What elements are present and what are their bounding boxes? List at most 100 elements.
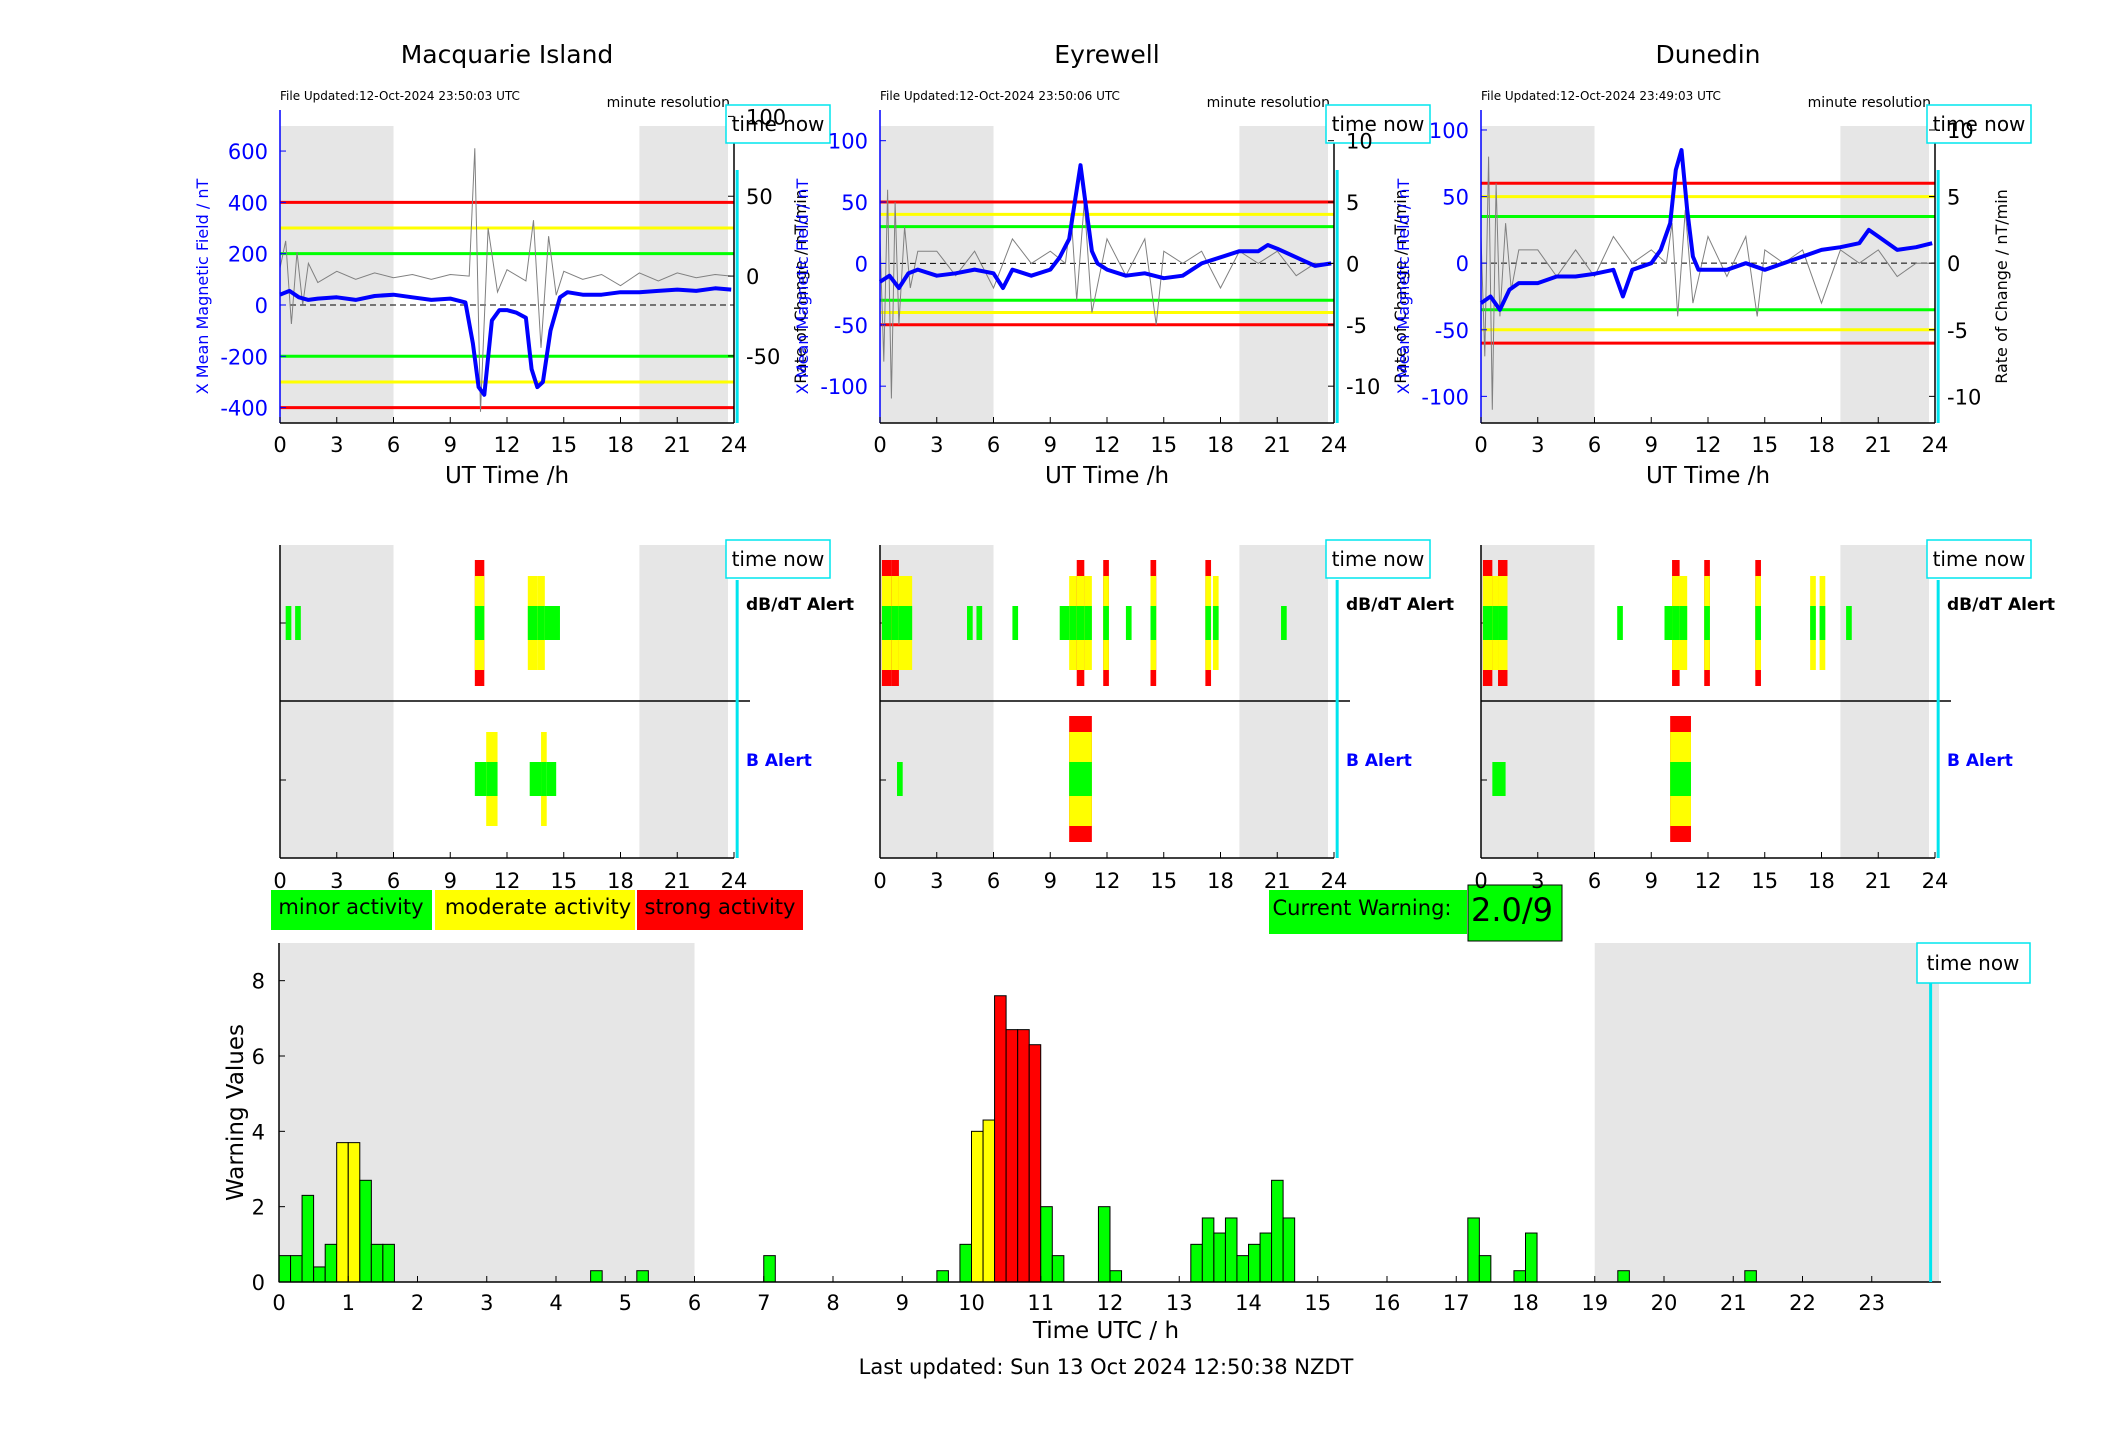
x-tick-label: 3 bbox=[330, 869, 343, 893]
warning-bar bbox=[1478, 1255, 1492, 1283]
dbdt-alert-block-minor bbox=[527, 606, 538, 640]
x-field-trace bbox=[279, 286, 732, 397]
dbdt-alert-block-minor bbox=[1069, 606, 1077, 640]
right-tick-label: 5 bbox=[1947, 186, 1960, 210]
dbdt-alert-block-minor bbox=[1084, 606, 1092, 640]
b-alert-label: B Alert bbox=[746, 751, 812, 771]
warning-bar bbox=[1040, 1206, 1053, 1283]
b-alert-label: B Alert bbox=[1947, 751, 2013, 771]
dbdt-alert-block-minor bbox=[1281, 606, 1287, 640]
minute-resolution-text: minute resolution bbox=[1808, 95, 1931, 111]
warning-bar bbox=[959, 1243, 972, 1283]
x-axis-label: UT Time /h bbox=[445, 463, 569, 489]
legend-minor-swatch bbox=[271, 890, 432, 930]
warning-bar bbox=[1744, 1270, 1757, 1283]
left-tick-label: 0 bbox=[1456, 252, 1469, 276]
legend-strong-swatch bbox=[637, 890, 803, 930]
time-now-label: time now bbox=[1927, 951, 2020, 975]
left-tick-label: 400 bbox=[228, 191, 268, 215]
night-shading bbox=[1239, 126, 1328, 423]
warning-y-tick-label: 6 bbox=[252, 1045, 265, 1069]
x-tick-label: 18 bbox=[1207, 869, 1234, 893]
x-field-trace bbox=[878, 163, 1332, 290]
left-tick-label: 100 bbox=[828, 130, 868, 154]
warning-x-tick-label: 6 bbox=[688, 1291, 701, 1315]
time-now-label: time now bbox=[1332, 112, 1425, 136]
warning-x-tick-label: 9 bbox=[896, 1291, 909, 1315]
warning-x-tick-label: 11 bbox=[1027, 1291, 1054, 1315]
warning-bar bbox=[347, 1142, 361, 1283]
left-tick-label: 0 bbox=[255, 294, 268, 318]
left-tick-label: 0 bbox=[855, 252, 868, 276]
left-tick-label: -400 bbox=[220, 397, 268, 421]
dbdt-alert-block-minor bbox=[881, 606, 892, 640]
warning-x-tick-label: 22 bbox=[1789, 1291, 1816, 1315]
y-axis-left-label: X Mean Magnetic Field / nT bbox=[1394, 179, 1413, 395]
dbdt-alert-block-minor bbox=[1212, 606, 1219, 640]
time-now-box bbox=[725, 539, 831, 579]
x-tick-label: 15 bbox=[550, 433, 577, 457]
warning-bar bbox=[382, 1243, 395, 1283]
time-now-label: time now bbox=[732, 547, 825, 571]
left-tick-label: 200 bbox=[228, 243, 268, 267]
warning-bar bbox=[763, 1255, 776, 1283]
warning-x-tick-label: 8 bbox=[826, 1291, 839, 1315]
b-alert-block-minor bbox=[541, 762, 547, 796]
dbdt-alert-block-minor bbox=[1205, 606, 1212, 640]
dbdt-alert-block-minor bbox=[1679, 606, 1688, 640]
dbdt-alert-block-minor bbox=[891, 606, 899, 640]
warning-bar bbox=[1467, 1217, 1480, 1283]
dbdt-alert-block-minor bbox=[1617, 606, 1623, 640]
x-tick-label: 6 bbox=[387, 433, 400, 457]
x-tick-label: 6 bbox=[987, 433, 1000, 457]
activity-legend bbox=[271, 884, 1563, 942]
warning-x-tick-label: 23 bbox=[1858, 1291, 1885, 1315]
left-tick-label: 50 bbox=[1442, 186, 1469, 210]
x-tick-label: 21 bbox=[664, 869, 691, 893]
current-warning-label: Current Warning: bbox=[1273, 896, 1452, 920]
file-updated-text: File Updated:12-Oct-2024 23:50:06 UTC bbox=[880, 89, 1120, 103]
warning-bar bbox=[1017, 1029, 1030, 1283]
dbdt-alert-block-minor bbox=[1819, 606, 1826, 640]
warning-x-tick-label: 12 bbox=[1097, 1291, 1124, 1315]
left-tick-label: -50 bbox=[1435, 319, 1469, 343]
b-alert-block-minor bbox=[529, 762, 542, 796]
time-now-box bbox=[1325, 104, 1431, 144]
station-panel-1: Macquarie Island File Updated:12-Oct-2024… bbox=[193, 40, 854, 893]
time-now-label: time now bbox=[1332, 547, 1425, 571]
left-tick-label: -100 bbox=[820, 375, 868, 399]
minute-resolution-text: minute resolution bbox=[1207, 95, 1330, 111]
time-now-box bbox=[1926, 104, 2032, 144]
x-tick-label: 15 bbox=[550, 869, 577, 893]
x-tick-label: 0 bbox=[273, 433, 286, 457]
x-tick-label: 0 bbox=[1474, 869, 1487, 893]
warning-bar bbox=[1097, 1206, 1111, 1283]
warning-bar bbox=[290, 1255, 303, 1283]
x-tick-label: 6 bbox=[1588, 869, 1601, 893]
legend-strong-label: strong activity bbox=[645, 895, 796, 919]
dbdt-alert-block-minor bbox=[1810, 606, 1816, 640]
x-tick-label: 9 bbox=[444, 433, 457, 457]
dbdt-alert-label: dB/dT Alert bbox=[1346, 595, 1454, 615]
warning-x-tick-label: 18 bbox=[1512, 1291, 1539, 1315]
warning-bar bbox=[1028, 1044, 1042, 1283]
station-panel-2: Eyrewell File Updated:12-Oct-2024 23:50:0… bbox=[793, 40, 1454, 893]
warning-x-axis-label: Time UTC / h bbox=[1032, 1318, 1179, 1344]
x-tick-label: 9 bbox=[444, 869, 457, 893]
station-panel-3: Dunedin File Updated:12-Oct-2024 23:49:03… bbox=[1394, 40, 2055, 893]
time-now-box bbox=[1325, 539, 1431, 579]
x-tick-label: 12 bbox=[494, 433, 521, 457]
x-tick-label: 24 bbox=[1922, 869, 1949, 893]
x-tick-label: 15 bbox=[1751, 433, 1778, 457]
x-axis-label: UT Time /h bbox=[1045, 463, 1169, 489]
legend-minor-label: minor activity bbox=[278, 895, 423, 919]
file-updated-text: File Updated:12-Oct-2024 23:50:03 UTC bbox=[280, 89, 520, 103]
x-tick-label: 21 bbox=[1865, 433, 1892, 457]
dbdt-alert-label: dB/dT Alert bbox=[746, 595, 854, 615]
station-title: Macquarie Island bbox=[401, 40, 614, 69]
right-tick-label: 0 bbox=[1346, 252, 1359, 276]
warning-bar bbox=[301, 1194, 315, 1283]
dbdt-alert-block-minor bbox=[1012, 606, 1019, 640]
dbdt-alert-block-minor bbox=[1846, 606, 1852, 640]
